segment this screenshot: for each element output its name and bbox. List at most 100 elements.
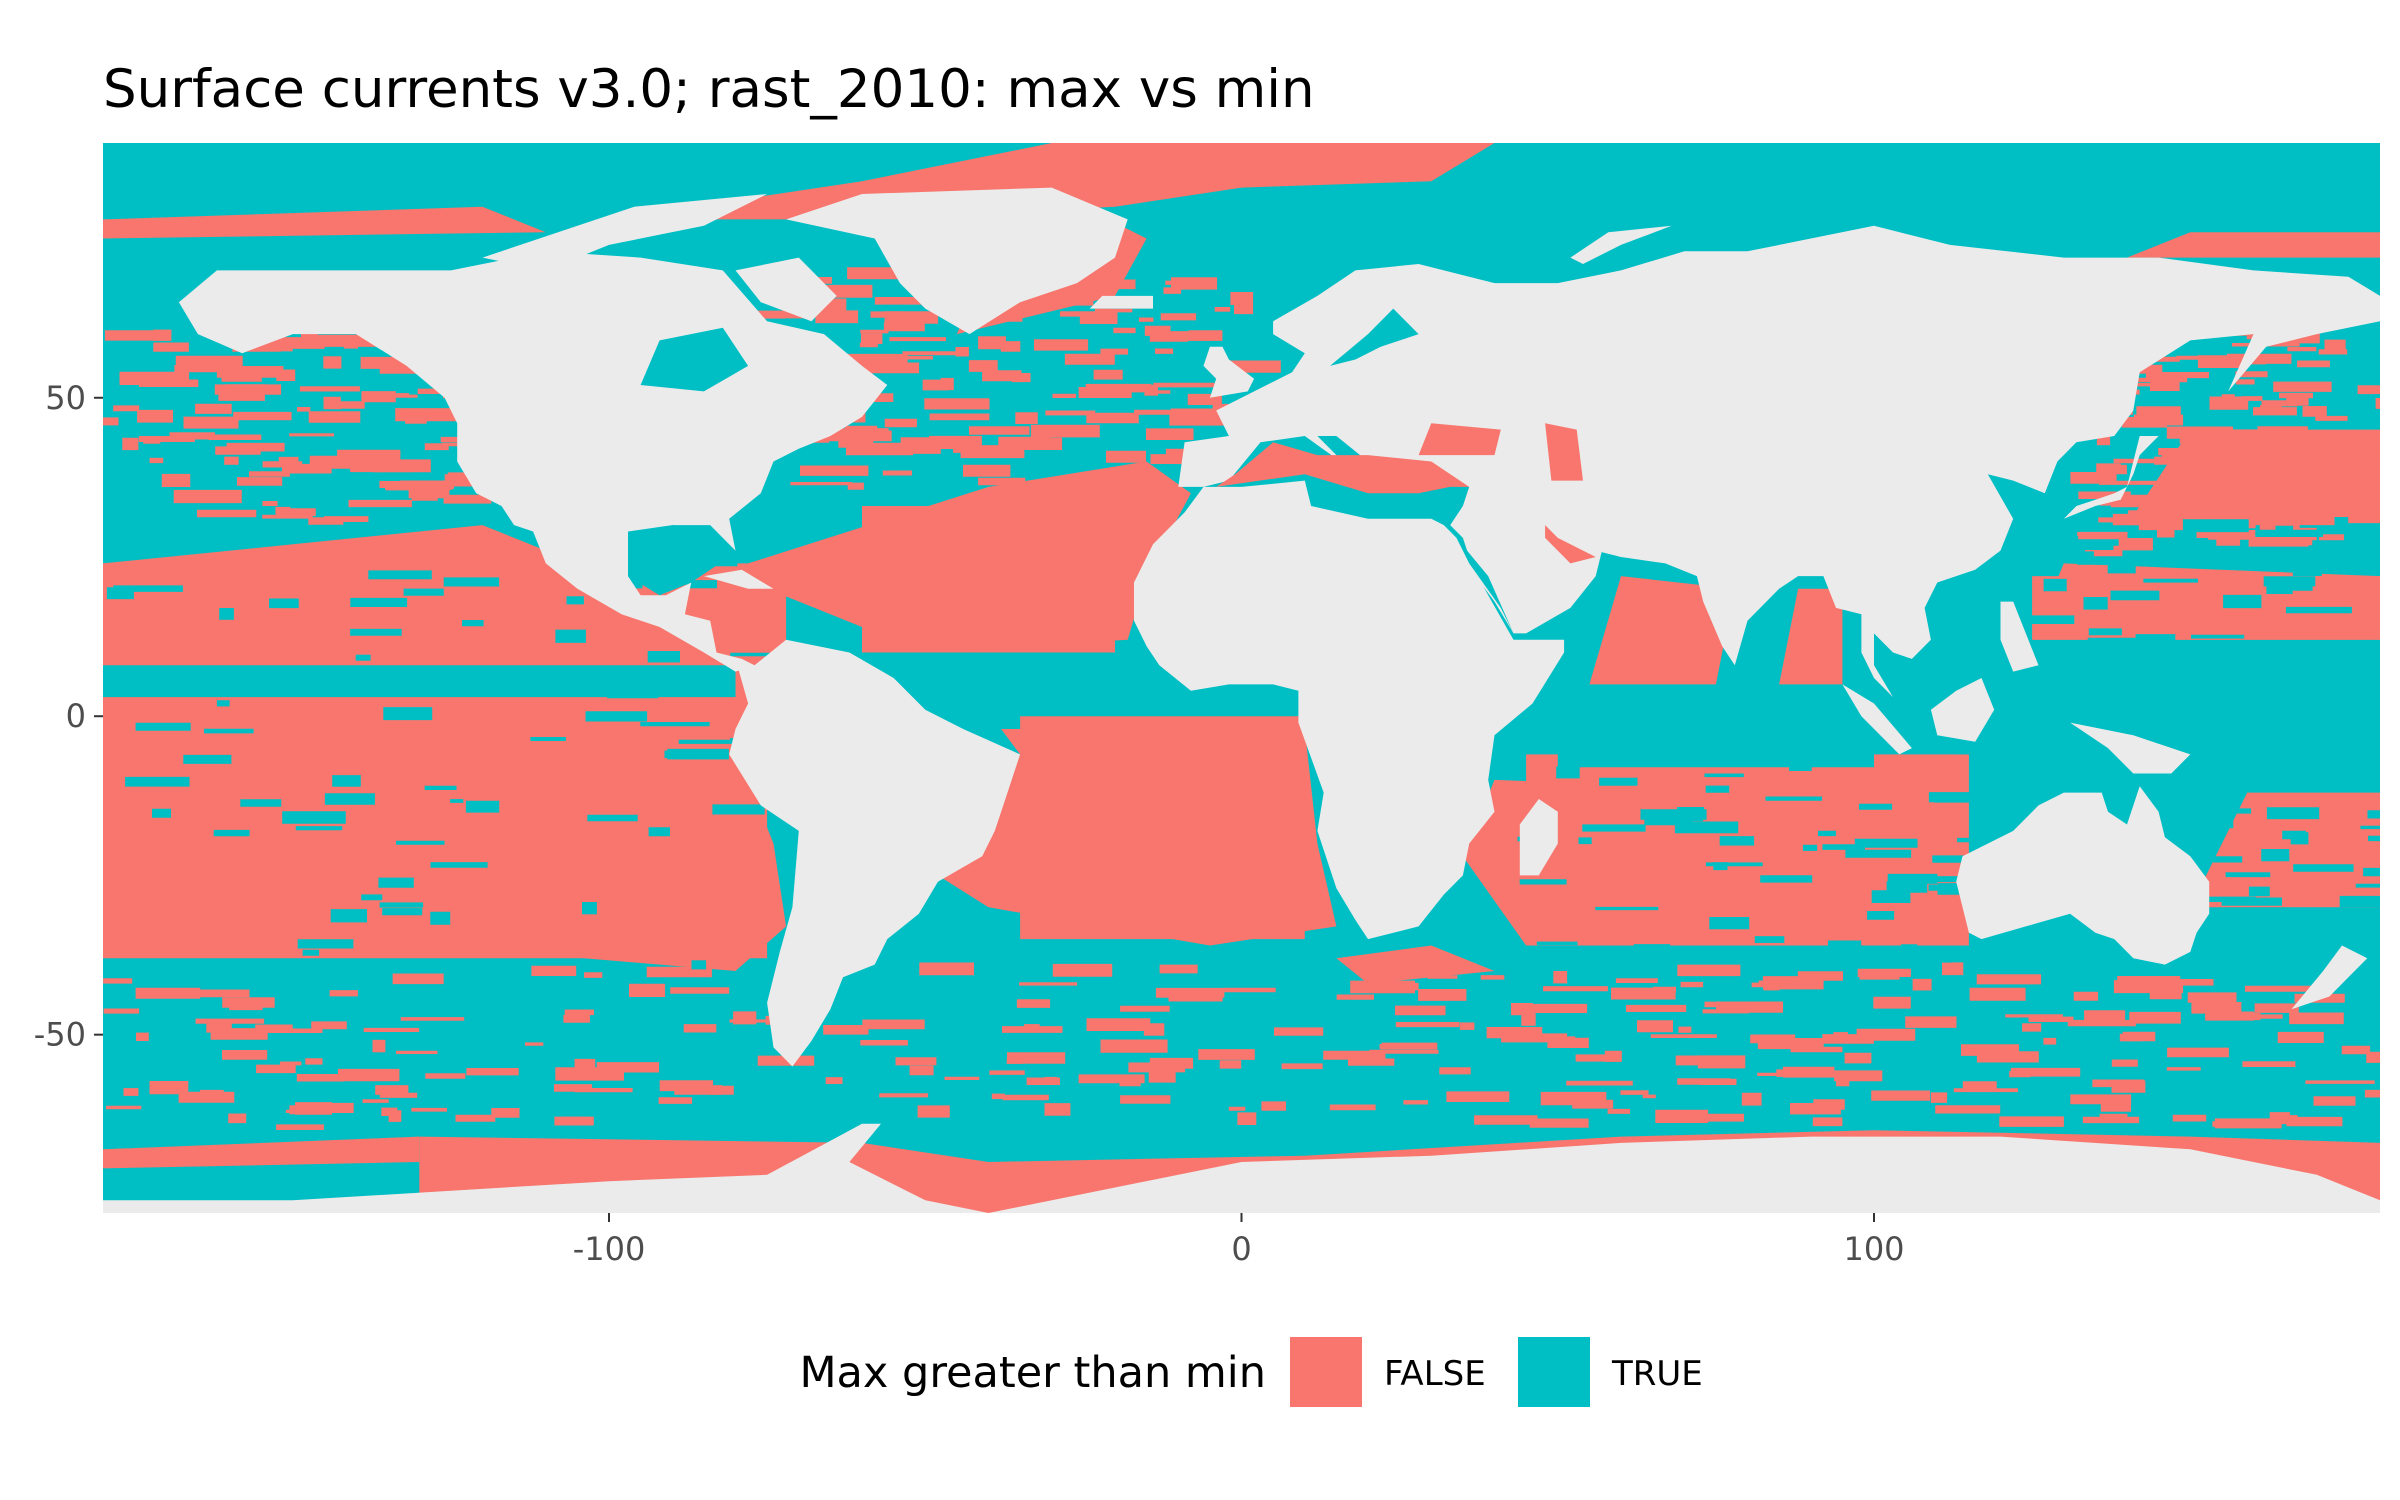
speckle-false — [174, 365, 231, 373]
speckle-false — [343, 336, 358, 349]
hudson-bay — [640, 327, 749, 392]
speckle-true — [587, 814, 638, 822]
speckle-true — [219, 608, 234, 620]
axes: -100 0 100 -50 0 50 — [34, 379, 1905, 1268]
speckle-false — [1650, 1034, 1717, 1038]
speckle-false — [138, 379, 199, 387]
speckle-false — [222, 1050, 268, 1060]
speckle-false — [103, 417, 119, 426]
speckle-false — [1912, 978, 1932, 991]
y-tick-label: 0 — [66, 697, 86, 735]
speckle-true — [648, 827, 670, 837]
speckle-true — [1933, 667, 1954, 672]
speckle-false — [2246, 479, 2289, 490]
speckle-true — [139, 670, 173, 677]
legend-label-true: TRUE — [1611, 1354, 1703, 1394]
speckle-true — [1789, 762, 1812, 771]
speckle-false — [1930, 1092, 1948, 1103]
speckle-false — [1019, 982, 1078, 986]
x-tick-label: 100 — [1843, 1230, 1904, 1268]
speckle-true — [2186, 667, 2209, 679]
speckle-false — [563, 1014, 590, 1023]
land-new-guinea — [2070, 722, 2191, 774]
region-false — [1589, 576, 1735, 685]
speckle-true — [1844, 751, 1866, 763]
speckle-false — [2158, 448, 2224, 456]
region-false — [1336, 945, 1495, 984]
speckle-false — [2269, 1112, 2290, 1125]
speckle-false — [305, 1058, 323, 1065]
speckle-true — [2266, 585, 2293, 594]
speckle-true — [2043, 578, 2067, 592]
speckle-false — [1976, 974, 2042, 985]
speckle-false — [372, 459, 431, 473]
speckle-false — [2345, 485, 2380, 496]
speckle-true — [2031, 773, 2090, 783]
speckle-true — [2015, 687, 2070, 695]
speckle-false — [2242, 1061, 2296, 1067]
speckle-false — [1369, 1049, 1439, 1054]
speckle-false — [815, 310, 859, 324]
speckle-false — [1521, 1013, 1536, 1026]
speckle-true — [1871, 890, 1911, 903]
speckle-false — [2317, 504, 2380, 512]
speckle-true — [216, 700, 230, 707]
speckle-false — [1095, 308, 1133, 313]
speckle-true — [2348, 771, 2367, 780]
speckle-false — [1553, 971, 1568, 984]
speckle-false — [2156, 484, 2219, 492]
speckle-false — [2097, 464, 2127, 475]
speckle-false — [525, 1042, 544, 1046]
speckle-false — [1237, 1112, 1257, 1125]
speckle-false — [362, 1099, 389, 1103]
speckle-false — [215, 446, 261, 455]
speckle-true — [712, 804, 765, 815]
speckle-false — [309, 455, 374, 469]
speckle-false — [323, 356, 342, 369]
speckle-false — [1758, 980, 1821, 986]
speckle-false — [1999, 1116, 2064, 1127]
speckle-true — [2207, 550, 2273, 563]
speckle-false — [883, 322, 925, 332]
chart-title: Surface currents v3.0; rast_2010: max vs… — [103, 59, 1315, 120]
speckle-false — [210, 1028, 268, 1040]
speckle-false — [929, 413, 990, 421]
speckle-false — [208, 434, 262, 440]
speckle-true — [355, 654, 371, 661]
speckle-true — [1704, 773, 1744, 778]
speckle-false — [1144, 325, 1171, 336]
land-sumatra — [1842, 684, 1912, 755]
speckle-true — [197, 683, 254, 693]
speckle-false — [1234, 304, 1254, 315]
speckle-false — [262, 501, 278, 506]
speckle-false — [1281, 1063, 1323, 1070]
speckle-false — [1418, 989, 1467, 1001]
speckle-true — [2182, 519, 2249, 533]
speckle-false — [1642, 1094, 1656, 1099]
speckle-false — [2172, 1114, 2207, 1122]
speckle-true — [1934, 797, 1990, 803]
speckle-false — [2212, 1121, 2277, 1127]
speckle-false — [917, 1105, 950, 1118]
speckle-false — [1030, 424, 1100, 438]
speckle-true — [1906, 952, 1961, 961]
speckle-true — [2207, 660, 2255, 669]
speckle-false — [260, 1028, 323, 1033]
speckle-true — [2347, 523, 2380, 534]
speckle-true — [2339, 895, 2380, 908]
speckle-false — [1704, 1001, 1734, 1008]
speckle-true — [1822, 844, 1865, 850]
speckle-true — [1867, 911, 1895, 920]
speckle-true — [1713, 862, 1728, 871]
speckle-true — [640, 722, 710, 727]
speckle-false — [1045, 410, 1096, 416]
speckle-false — [683, 1024, 717, 1033]
speckle-false — [1699, 1078, 1737, 1085]
speckle-true — [361, 894, 383, 901]
speckle-true — [2088, 628, 2122, 636]
legend-title: Max greater than min — [799, 1348, 1266, 1398]
speckle-true — [2016, 718, 2059, 731]
speckle-false — [2073, 991, 2099, 1001]
speckle-false — [1935, 1105, 2001, 1114]
y-tick-label: -50 — [34, 1016, 86, 1054]
